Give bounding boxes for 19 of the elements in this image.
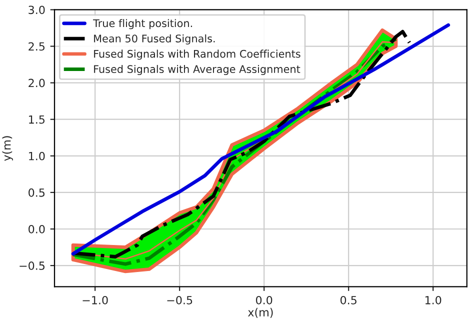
- y-tick-label: 2.0: [28, 78, 45, 88]
- y-tick-label: 1.5: [29, 115, 45, 124]
- legend-label: Fused Signals with Average Assignment: [94, 64, 300, 76]
- x-tick-label: 0.0: [256, 296, 272, 304]
- y-axis-title: y(m): [2, 136, 13, 161]
- legend-label: Fused Signals with Random Coefficients: [94, 50, 300, 60]
- y-tick-label: 0.0: [28, 224, 45, 234]
- y-tick-label: 0.5: [28, 188, 45, 197]
- x-tick-label: 0.5: [340, 296, 356, 304]
- y-tick-label: 3.0: [28, 6, 45, 14]
- y-tick-label: 2.5: [28, 42, 45, 51]
- x-axis-title: x(m): [248, 308, 273, 318]
- legend-label: True flight position.: [93, 19, 192, 30]
- legend-label: Mean 50 Fused Signals.: [94, 34, 215, 44]
- x-tick-label: −0.5: [167, 296, 192, 304]
- x-tick-label: 1.0: [425, 296, 442, 304]
- y-tick-label: −0.5: [20, 262, 45, 270]
- x-tick-label: −1.0: [82, 296, 108, 304]
- y-tick-label: 1.0: [29, 152, 45, 160]
